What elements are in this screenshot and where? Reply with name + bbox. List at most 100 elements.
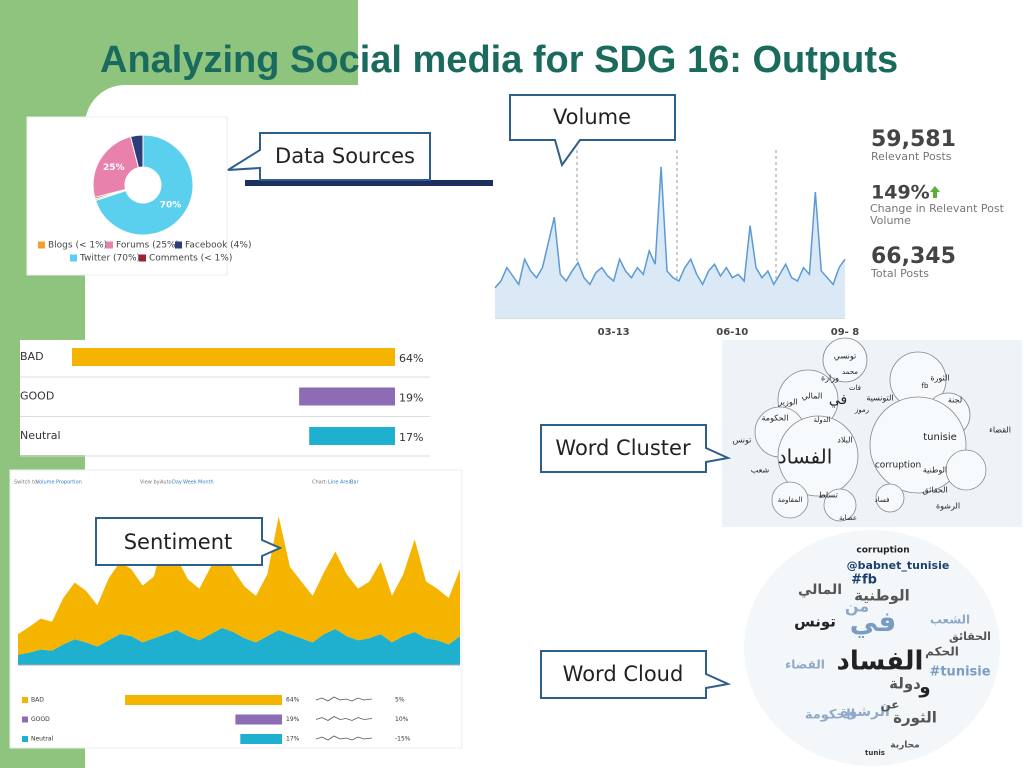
cluster-bubble: [822, 337, 868, 383]
check: [22, 697, 28, 703]
slice-label: 70%: [160, 200, 182, 210]
cluster-word: تونسي: [834, 352, 856, 361]
toolbar: Volume: [36, 480, 55, 486]
slice-label: 25%: [103, 163, 125, 173]
bar: [235, 714, 282, 725]
check: [22, 716, 28, 723]
value-label: 64%: [399, 352, 423, 365]
cluster-word: تونس: [733, 436, 752, 445]
cluster-bubble: [869, 396, 967, 494]
toolbar: Bar: [350, 480, 359, 486]
toolbar: Week: [183, 480, 197, 486]
cluster-word: تسلط: [818, 491, 838, 500]
toolbar: Line: [328, 480, 338, 486]
cluster-word: شعب: [751, 466, 770, 475]
bar: [125, 695, 282, 705]
callout: Word Cluster: [555, 436, 691, 460]
cloud-bg: [744, 530, 1000, 766]
cluster-bubble: [777, 415, 859, 497]
cloud-word: من: [845, 597, 869, 616]
cluster-word: fb: [922, 382, 929, 390]
pie-slice: [94, 134, 194, 236]
cluster-word: رموز: [854, 406, 869, 414]
stat-label: Total Posts: [870, 267, 929, 280]
legend-swatch: [139, 254, 146, 262]
callout: Word Cloud: [563, 662, 684, 686]
callout-box: [227, 132, 431, 181]
line: [494, 166, 846, 289]
stat-value: 59,581: [871, 127, 956, 152]
bar: [309, 427, 395, 445]
legend-label: Twitter (70%): [79, 254, 140, 264]
toolbar: Switch to:: [14, 480, 39, 486]
cluster-word: الحقائق: [922, 486, 947, 495]
x-tick-label: 03-13: [598, 327, 630, 338]
stat-value: 66,345: [871, 244, 956, 269]
row-label: BAD: [31, 697, 44, 704]
cloud-word: في: [850, 605, 897, 638]
pie-slice: [129, 134, 144, 169]
pie-slice: [92, 135, 140, 199]
legend-label: Blogs (< 1%): [48, 241, 107, 251]
value-label: 17%: [399, 431, 423, 444]
toolbar: Auto: [160, 480, 172, 486]
legend-swatch: [106, 241, 113, 249]
cluster-word: الحكومة: [762, 414, 789, 423]
cloud-word: و: [918, 677, 930, 698]
cluster-word: الدولة: [813, 416, 830, 424]
callout: Sentiment: [124, 530, 233, 554]
cloud-word: القضاء: [785, 658, 825, 672]
cloud-word: المالي: [798, 582, 842, 598]
cluster-word: في: [829, 392, 847, 408]
cloud-word: الشعب: [930, 613, 970, 627]
cloud-word: الحكم: [925, 645, 959, 659]
cloud-word: الرشوة: [840, 704, 890, 720]
toolbar: Proportion: [56, 480, 82, 486]
cluster-word: لجنة: [948, 396, 962, 405]
cloud-word: الوطنية: [854, 587, 910, 605]
cloud-word: تونس: [794, 613, 836, 631]
cluster-word: الثورة: [930, 374, 949, 383]
cluster-word: tunisie: [923, 432, 957, 443]
cluster-word: الفساد: [778, 445, 833, 469]
cluster-word: corruption: [875, 461, 921, 471]
x-tick-label: 06-10: [716, 327, 748, 338]
callout: Volume: [553, 105, 631, 129]
title: Analyzing Social media for SDG 16: Outpu…: [100, 39, 898, 81]
share: 19%: [286, 716, 300, 723]
legend-swatch: [175, 241, 182, 249]
toolbar: Month: [198, 480, 214, 486]
bar: [240, 734, 282, 744]
cluster-word: المقاومة: [778, 496, 803, 504]
cluster-bubble: [823, 488, 857, 522]
sparkline: [315, 716, 373, 721]
toolbar: View by:: [140, 480, 161, 486]
toolbar: Area: [340, 480, 352, 486]
legend-label: Facebook (4%): [185, 241, 251, 251]
up-arrow: [930, 186, 940, 198]
cloud-word: الثورة: [893, 709, 937, 727]
legend-label: Comments (< 1%): [149, 254, 232, 264]
cloud-word: @babnet_tunisie: [847, 559, 950, 572]
cloud-word: tunis: [865, 749, 885, 757]
cluster-bubble: [875, 483, 905, 513]
category: BAD: [20, 350, 44, 363]
row-label: GOOD: [31, 716, 50, 723]
cluster-word: محمد: [842, 368, 858, 376]
cluster-word: التونسية: [866, 394, 893, 403]
legend-label: Forums (25%): [116, 241, 179, 251]
cluster-word: المالي: [802, 392, 823, 401]
legend-swatch: [38, 241, 45, 249]
cloud-word: الحكومة: [805, 708, 855, 723]
stat-label: Change in Relevant Post Volume: [870, 203, 1004, 227]
cluster-word: الوطنية: [923, 466, 947, 475]
toolbar: Day: [172, 480, 182, 486]
cluster-word: عصابة: [839, 514, 857, 522]
cloud-word: الفساد: [837, 647, 924, 677]
callout-box: [540, 424, 732, 473]
category: GOOD: [20, 390, 54, 403]
check: [22, 736, 28, 742]
sparkline: [315, 696, 373, 702]
callout-box: [95, 517, 283, 566]
